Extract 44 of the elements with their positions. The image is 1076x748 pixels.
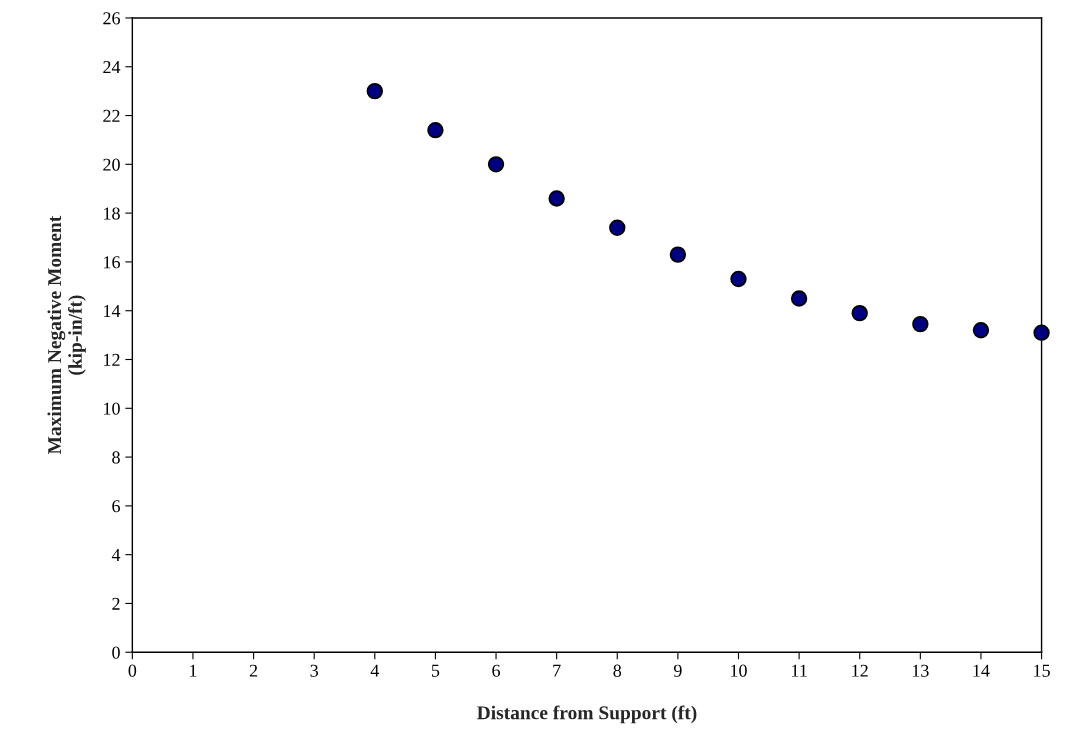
y-tick-label: 12 — [104, 353, 120, 366]
x-tick-label: 3 — [310, 664, 318, 677]
point — [972, 322, 990, 339]
x-axis-title: Distance from Support (ft) — [477, 705, 697, 724]
point — [790, 290, 808, 307]
point — [1033, 324, 1050, 341]
point — [548, 190, 565, 207]
y-tick-label: 26 — [103, 12, 120, 25]
x-tick-label: 4 — [370, 664, 380, 677]
y-tick-label: 4 — [111, 549, 121, 561]
y-axis-title: Maximum Negative Moment (kip-in/ft) — [47, 215, 86, 455]
point — [669, 246, 687, 263]
x-tick-label: 11 — [792, 664, 807, 677]
x-tick-label: 9 — [673, 664, 682, 677]
y-tick-label: 22 — [103, 109, 120, 122]
x-tick-label: 12 — [852, 664, 868, 677]
point — [609, 219, 626, 236]
y-tick-label: 20 — [103, 158, 120, 171]
point — [851, 304, 868, 322]
y-tick-label: 2 — [112, 597, 120, 610]
point — [427, 121, 444, 139]
x-tick-label: 14 — [973, 664, 990, 677]
x-tick-label: 5 — [431, 664, 440, 677]
x-tick-label: 13 — [912, 664, 929, 677]
y-tick-label: 8 — [112, 451, 120, 464]
y-tick-label: 10 — [104, 402, 120, 415]
y-tick-label: 0 — [112, 646, 120, 659]
y-tick-label: 16 — [104, 256, 120, 269]
y-tick-label: 18 — [104, 207, 120, 220]
x-tick-label: 6 — [492, 664, 501, 677]
point — [912, 315, 929, 333]
y-tick-label: 24 — [103, 61, 121, 74]
x-tick-label: 7 — [553, 664, 561, 677]
x-tick-label: 8 — [613, 664, 622, 677]
x-tick-label: 2 — [249, 664, 258, 677]
point — [730, 270, 747, 288]
point — [487, 156, 505, 173]
x-tick-label: 10 — [731, 664, 747, 677]
x-tick-label: 15 — [1034, 664, 1050, 677]
y-tick-label: 6 — [112, 500, 120, 513]
x-tick-label: 0 — [128, 664, 137, 677]
point — [366, 82, 383, 100]
y-tick-label: 14 — [104, 305, 121, 317]
x-tick-label: 1 — [190, 664, 197, 677]
